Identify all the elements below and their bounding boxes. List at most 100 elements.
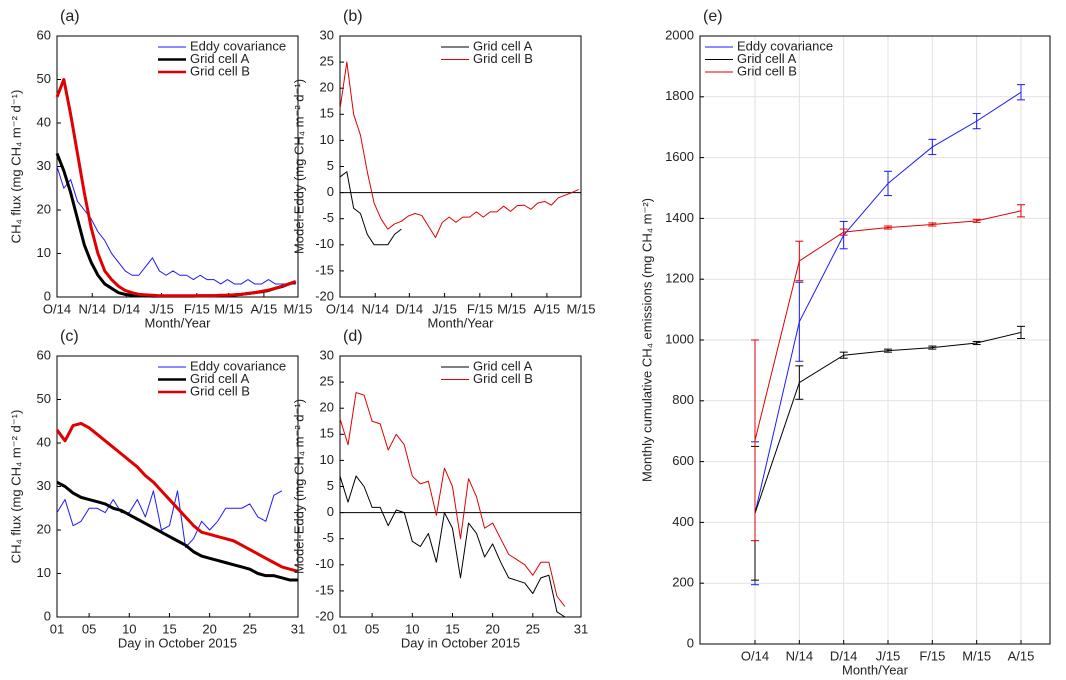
legend-label: Eddy covariance [190,358,286,373]
y-tick-label: 25 [320,374,334,389]
series-line [55,78,297,298]
plot-frame [339,35,582,298]
legend-label: Eddy covariance [190,38,286,53]
y-tick-label: 10 [320,452,334,467]
y-tick-label: 0 [44,288,51,303]
y-tick-label: 30 [320,27,334,42]
y-tick-label: 30 [37,478,51,493]
y-tick-label: 20 [320,80,334,95]
series-line [339,61,579,238]
x-tick-label: O/14 [43,301,71,316]
y-tick-label: 15 [320,106,334,121]
y-tick-label: 10 [37,245,51,260]
y-tick-label: 5 [327,158,334,173]
plot-frame [56,355,299,618]
x-tick-label: M/15 [962,648,991,663]
y-axis-label: CH₄ flux (mg CH₄ m⁻² d⁻¹) [8,90,23,244]
y-tick-label: 30 [320,347,334,362]
series-line [56,490,283,548]
y-tick-label: -20 [315,288,334,303]
x-axis-label: Month/Year [842,662,909,677]
x-tick-label: 15 [162,621,176,636]
x-tick-label: D/14 [830,648,857,663]
x-axis-label: Month/Year [144,315,211,330]
y-tick-label: 10 [320,132,334,147]
x-tick-label: 05 [365,621,379,636]
y-tick-label: 50 [37,71,51,86]
x-tick-label: O/14 [326,301,354,316]
legend-label: Grid cell B [190,63,250,78]
x-tick-label: O/14 [741,648,769,663]
y-tick-label: 60 [37,27,51,42]
legend-label: Grid cell B [473,371,533,386]
y-tick-label: 400 [672,514,694,529]
y-axis-label: Model-Eddy (mg CH₄ m⁻² d⁻¹) [291,399,306,574]
x-tick-label: 31 [291,621,305,636]
x-tick-label: D/14 [396,301,423,316]
x-tick-label: 01 [50,621,64,636]
legend-label: Grid cell B [190,383,250,398]
y-tick-label: 1800 [665,88,694,103]
y-tick-label: 10 [37,565,51,580]
x-tick-label: 10 [122,621,136,636]
legend-label: Grid cell A [190,371,250,386]
series-line [339,392,566,607]
y-tick-label: 0 [327,504,334,519]
y-tick-label: 1200 [665,271,694,286]
y-tick-label: 60 [37,347,51,362]
x-tick-label: A/15 [1008,648,1035,663]
legend-label: Grid cell A [737,51,797,66]
legend-label: Grid cell A [473,358,533,373]
y-tick-label: 1600 [665,149,694,164]
x-tick-label: 25 [526,621,540,636]
y-axis-label: CH₄ flux (mg CH₄ m⁻² d⁻¹) [8,410,23,564]
x-tick-label: D/14 [113,301,140,316]
y-tick-label: -15 [315,262,334,277]
x-tick-label: M/15 [567,301,596,316]
legend-label: Grid cell A [190,51,250,66]
y-axis-label: Monthly cumulative CH₄ emissions (mg CH₄… [639,198,654,482]
y-tick-label: 200 [672,575,694,590]
y-tick-label: 1400 [665,210,694,225]
y-tick-label: 1000 [665,331,694,346]
series-line [339,171,402,246]
y-tick-label: -5 [322,210,334,225]
y-tick-label: 0 [687,635,694,650]
x-tick-label: 05 [82,621,96,636]
y-tick-label: 20 [37,521,51,536]
x-tick-label: M/15 [214,301,243,316]
x-axis-label: Month/Year [427,315,494,330]
y-tick-label: -5 [322,530,334,545]
x-axis-label: Day in October 2015 [401,635,520,650]
x-tick-label: 15 [445,621,459,636]
y-tick-label: 40 [37,114,51,129]
y-tick-label: 5 [327,478,334,493]
x-tick-label: A/15 [251,301,278,316]
y-tick-label: 20 [37,201,51,216]
y-tick-label: 20 [320,400,334,415]
y-tick-label: 800 [672,392,694,407]
y-tick-label: -10 [315,236,334,251]
x-tick-label: 31 [574,621,588,636]
x-tick-label: 25 [243,621,257,636]
legend-label: Grid cell A [473,38,533,53]
series-line [339,475,566,618]
panel-label: (e) [703,8,723,25]
x-tick-label: M/15 [284,301,313,316]
x-tick-label: M/15 [497,301,526,316]
plot-frame [56,35,299,298]
y-tick-label: 0 [44,608,51,623]
y-tick-label: 600 [672,453,694,468]
y-tick-label: 15 [320,426,334,441]
panel-label: (d) [343,328,363,345]
y-tick-label: 25 [320,54,334,69]
y-tick-label: 50 [37,391,51,406]
plot-frame [699,35,1051,645]
series-line [55,152,297,298]
x-tick-label: 20 [202,621,216,636]
x-tick-label: N/14 [362,301,389,316]
y-tick-label: 40 [37,434,51,449]
y-tick-label: -15 [315,582,334,597]
legend-label: Grid cell B [737,63,797,78]
